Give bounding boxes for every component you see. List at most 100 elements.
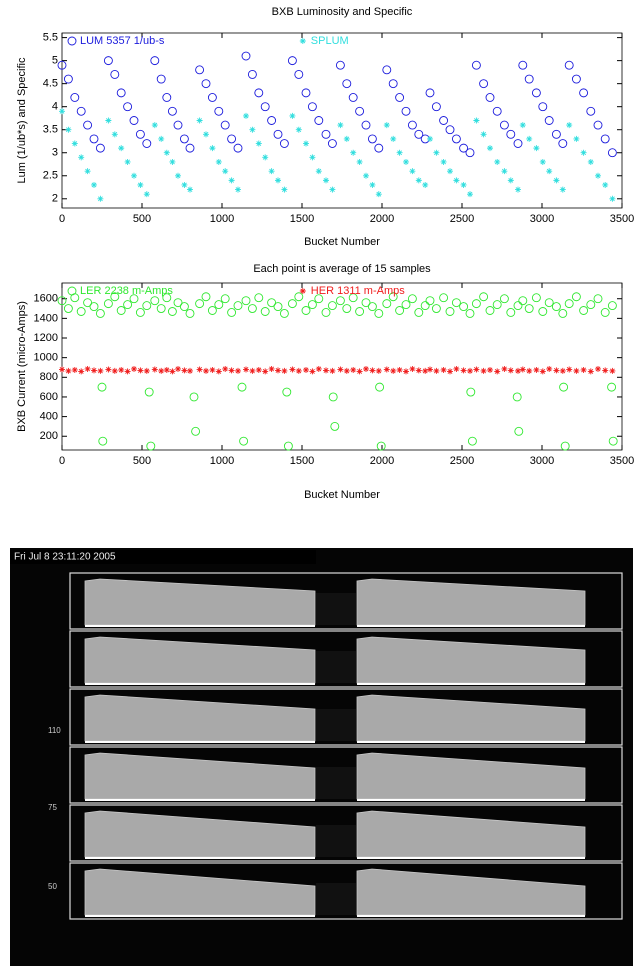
data-point [135,129,145,139]
data-point [367,302,377,312]
data-point [191,426,201,436]
data-point [539,158,546,165]
data-point [307,300,317,310]
data-point [595,365,601,372]
data-point [314,294,324,304]
data-point [526,135,533,142]
x-tick-label: 3500 [610,213,634,225]
data-point [142,139,152,148]
data-point [533,366,540,373]
legend-marker [299,288,306,294]
data-point [233,301,243,311]
data-point [513,139,523,148]
data-point [361,298,371,308]
data-point [57,296,67,306]
data-point [283,441,293,451]
x-tick-label: 2000 [370,213,394,225]
data-point [513,301,523,311]
data-point [539,368,546,375]
data-point [551,302,561,312]
timestamp-band [10,550,316,564]
data-point [287,299,297,309]
data-point [514,426,524,436]
data-point [439,116,449,125]
data-point [84,365,91,372]
data-point [607,148,617,158]
data-point [586,106,596,116]
data-point [289,112,296,119]
data-point [427,135,433,142]
y-tick-label: 600 [40,391,58,403]
x-tick-label: 0 [59,213,65,225]
data-point [440,158,447,165]
data-point [465,309,475,318]
data-point [414,308,424,317]
data-point [445,307,455,316]
data-point [607,382,617,392]
data-point [566,366,573,373]
data-point [255,140,262,147]
scope-row-label: 50 [48,882,57,891]
plot-frame [61,282,623,451]
data-point [600,308,610,317]
scope-gap [316,825,356,857]
data-point [235,367,241,374]
data-point [209,145,216,152]
data-point [321,129,331,139]
data-point [243,366,249,373]
data-point [309,154,316,161]
y-axis-label: Lum (1/ub*s) and Specific [16,57,28,183]
y-tick-label: 1200 [34,332,58,344]
data-point [295,367,302,374]
data-point [425,88,435,98]
x-tick-label: 500 [133,213,151,225]
data-point [361,120,371,130]
y-tick-label: 5.5 [43,32,58,44]
data-point [564,299,574,309]
data-point [355,106,365,116]
data-point [330,421,340,431]
data-point [494,368,501,375]
data-point [343,367,350,374]
data-point [59,108,65,115]
data-point [586,300,596,310]
data-point [587,368,594,375]
data-point [507,177,514,184]
data-point [142,301,152,311]
data-point [459,302,469,312]
data-point [97,195,104,202]
data-point [196,117,203,124]
data-point [460,367,467,374]
y-tick-label: 200 [40,430,58,442]
data-point [395,306,405,315]
data-point [609,195,616,202]
data-point [439,293,449,303]
data-point [129,116,139,125]
data-point [593,120,603,130]
data-point [262,154,269,161]
data-point [467,191,473,198]
data-point [538,102,548,112]
data-point [479,292,489,302]
data-point [135,308,145,317]
scope-row-frame [69,804,623,862]
data-point [327,301,337,311]
data-point [169,158,176,165]
data-point [118,145,125,152]
data-point [558,309,568,318]
data-point [151,122,158,129]
data-point [328,392,338,402]
data-point [602,367,609,374]
data-point [369,181,376,188]
data-point [268,168,275,175]
data-point [453,177,460,184]
data-point [533,145,540,152]
data-point [103,56,113,66]
data-point [559,382,569,392]
data-point [403,368,409,375]
x-tick-label: 2500 [450,213,474,225]
data-point [348,293,358,303]
data-point [214,106,224,116]
data-point [440,366,447,373]
